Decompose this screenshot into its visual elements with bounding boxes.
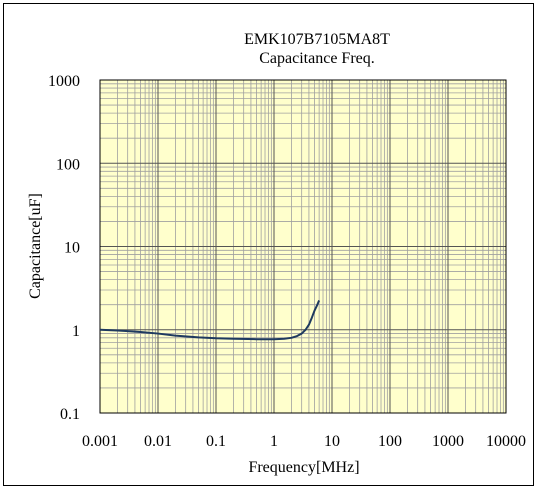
x-tick-label: 10: [324, 433, 340, 450]
capacitance-curve: [99, 300, 321, 341]
x-tick-label: 0.001: [82, 433, 118, 450]
y-tick-label: 100: [56, 156, 80, 173]
x-tick-label: 0.01: [144, 433, 172, 450]
x-tick-labels: 0.001 0.01 0.1 1 10 100 1000 10000: [82, 433, 526, 450]
chart-title: EMK107B7105MA8T: [244, 31, 390, 48]
chart-subtitle: Capacitance Freq.: [259, 50, 375, 67]
y-tick-label: 10: [64, 240, 80, 257]
y-tick-label: 1000: [48, 73, 80, 90]
x-tick-label: 1: [270, 433, 278, 450]
y-tick-labels: 0.1 1 10 100 1000: [48, 73, 80, 423]
x-tick-label: 100: [378, 433, 402, 450]
y-tick-label: 1: [72, 323, 80, 340]
y-axis-label: Capacitance[uF]: [27, 193, 44, 299]
x-tick-label: 0.1: [206, 433, 226, 450]
x-tick-label: 1000: [432, 433, 464, 450]
plot-border: [99, 79, 507, 414]
x-tick-label: 10000: [486, 433, 526, 450]
x-axis-label: Frequency[MHz]: [248, 459, 359, 476]
y-tick-label: 0.1: [60, 406, 80, 423]
